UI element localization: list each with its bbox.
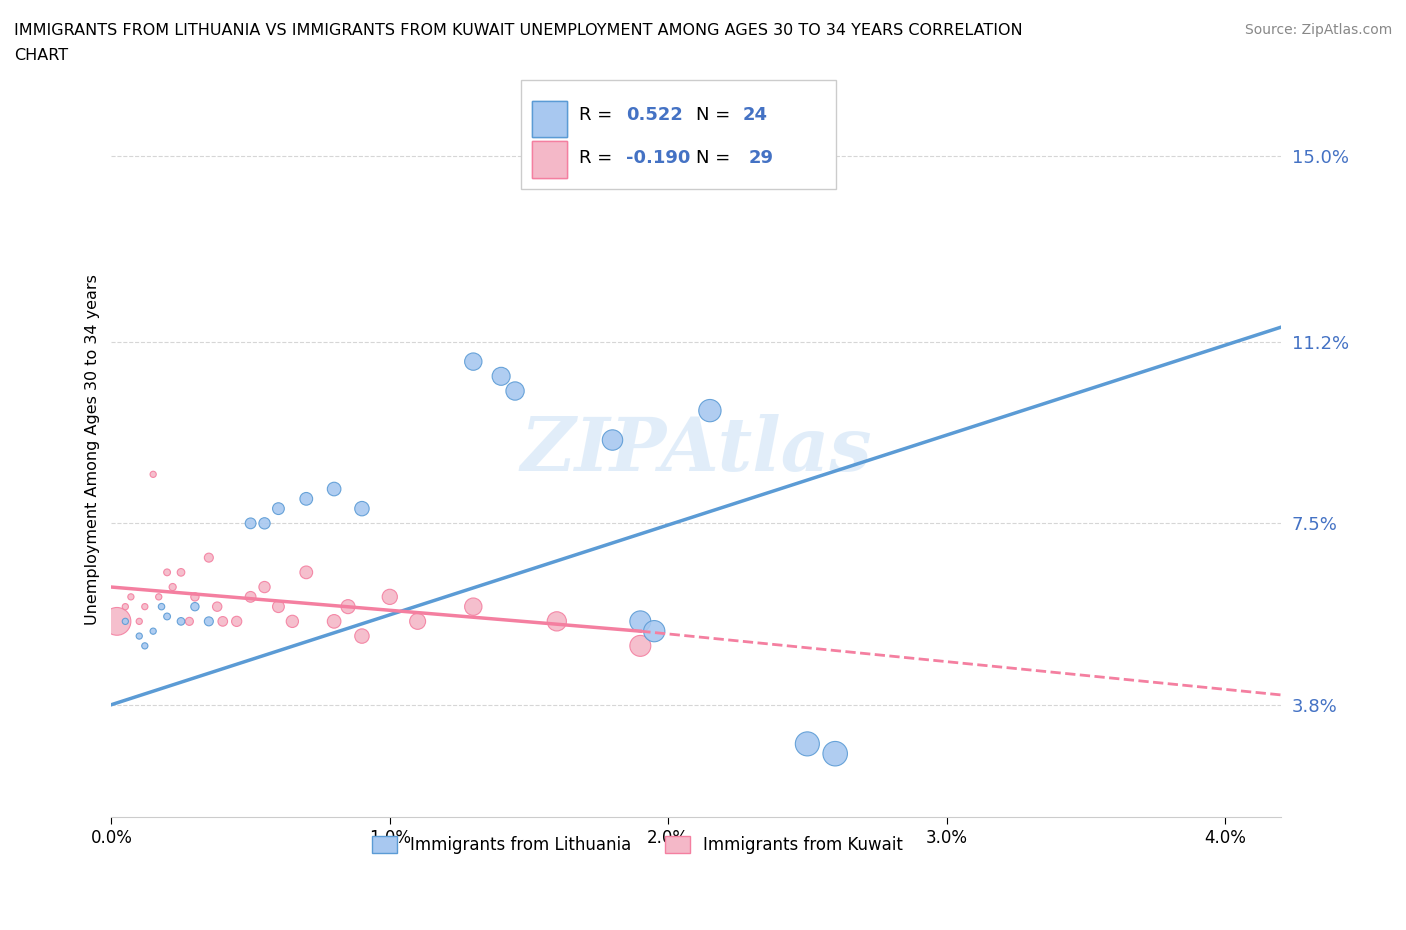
Point: [156, 609, 179, 624]
Point: [489, 369, 512, 384]
Point: [198, 551, 221, 565]
Point: [323, 482, 346, 497]
Point: [295, 491, 318, 506]
Point: [128, 629, 150, 644]
Point: [350, 501, 373, 516]
Point: [184, 590, 207, 604]
Point: [170, 614, 193, 629]
Point: [350, 629, 373, 644]
Point: [156, 565, 179, 579]
Text: 24: 24: [742, 106, 768, 125]
Point: [406, 614, 429, 629]
Point: [239, 516, 262, 531]
FancyBboxPatch shape: [533, 100, 568, 138]
Point: [142, 624, 165, 639]
Point: [323, 614, 346, 629]
Text: 0.522: 0.522: [626, 106, 683, 125]
Point: [503, 383, 526, 398]
Point: [225, 614, 247, 629]
Point: [179, 614, 201, 629]
Point: [114, 599, 136, 614]
Point: [546, 614, 568, 629]
Text: N =: N =: [696, 106, 735, 125]
Text: N =: N =: [696, 149, 735, 167]
Point: [239, 590, 262, 604]
Text: 29: 29: [748, 149, 773, 167]
Point: [170, 565, 193, 579]
Point: [267, 501, 290, 516]
Text: R =: R =: [579, 106, 619, 125]
Point: [824, 746, 846, 761]
Y-axis label: Unemployment Among Ages 30 to 34 years: Unemployment Among Ages 30 to 34 years: [86, 274, 100, 625]
Point: [162, 579, 184, 594]
Point: [105, 614, 128, 629]
Point: [253, 579, 276, 594]
Point: [184, 599, 207, 614]
Point: [211, 614, 233, 629]
Point: [378, 590, 401, 604]
Point: [463, 354, 485, 369]
Point: [128, 614, 150, 629]
Point: [463, 599, 485, 614]
Point: [602, 432, 624, 447]
FancyBboxPatch shape: [520, 80, 837, 189]
Text: Source: ZipAtlas.com: Source: ZipAtlas.com: [1244, 23, 1392, 37]
Point: [134, 599, 156, 614]
Point: [281, 614, 304, 629]
Legend: Immigrants from Lithuania, Immigrants from Kuwait: Immigrants from Lithuania, Immigrants fr…: [366, 829, 910, 860]
Point: [198, 614, 221, 629]
Point: [253, 516, 276, 531]
Point: [295, 565, 318, 579]
Text: IMMIGRANTS FROM LITHUANIA VS IMMIGRANTS FROM KUWAIT UNEMPLOYMENT AMONG AGES 30 T: IMMIGRANTS FROM LITHUANIA VS IMMIGRANTS …: [14, 23, 1022, 38]
Text: ZIPAtlas: ZIPAtlas: [520, 414, 872, 486]
Point: [628, 638, 651, 653]
Point: [796, 737, 818, 751]
Point: [337, 599, 360, 614]
Point: [267, 599, 290, 614]
Point: [699, 404, 721, 418]
Point: [628, 614, 651, 629]
Point: [142, 467, 165, 482]
Point: [114, 614, 136, 629]
Point: [120, 590, 142, 604]
Point: [205, 599, 228, 614]
Point: [134, 638, 156, 653]
Point: [150, 599, 173, 614]
Point: [643, 624, 665, 639]
Point: [148, 590, 170, 604]
FancyBboxPatch shape: [533, 141, 568, 178]
Text: -0.190: -0.190: [626, 149, 690, 167]
Text: CHART: CHART: [14, 48, 67, 63]
Text: R =: R =: [579, 149, 619, 167]
